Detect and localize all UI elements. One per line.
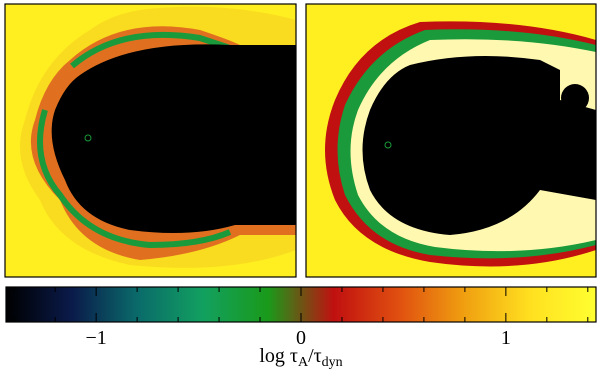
colorbar-label: log τA/τdyn <box>259 345 342 370</box>
left-panel <box>5 4 296 277</box>
panel-frame <box>4 3 297 278</box>
right-panel <box>306 4 596 277</box>
label-part: log τ <box>259 345 298 367</box>
panel-frame <box>305 3 597 278</box>
label-part: dyn <box>322 355 343 370</box>
tick-label: 1 <box>501 327 511 349</box>
label-part: /τ <box>308 345 322 367</box>
tick-label: −1 <box>85 327 106 349</box>
tick-label: 0 <box>296 327 306 349</box>
label-part: A <box>298 355 309 370</box>
